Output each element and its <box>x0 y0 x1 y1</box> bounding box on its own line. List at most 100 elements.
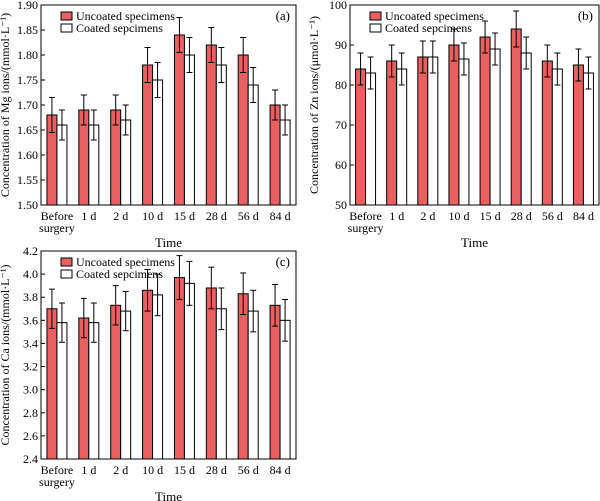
chart-panel-1: 1.50 1.55 1.60 1.65 1.70 1.75 1.80 1.85 1.90 Befo… <box>0 0 297 250</box>
legend-label-uncoated: Uncoated specimens <box>76 255 175 269</box>
x-tick-label: 2 d <box>420 209 435 223</box>
bar-coated-6 <box>520 52 532 206</box>
bar-coated-6 <box>215 64 227 206</box>
x-tick-label: Before surgery <box>348 209 384 235</box>
x-tick-label: 2 d <box>113 209 128 223</box>
bar-uncoated-8 <box>269 304 281 460</box>
plot-frame <box>349 4 600 206</box>
y-tick-label: 1.80 <box>17 48 38 62</box>
x-tick-label: 10 d <box>142 209 163 223</box>
y-tick-label: 90 <box>335 38 347 52</box>
bar-uncoated-5 <box>173 277 185 460</box>
bar-coated-5 <box>183 54 195 206</box>
bar-uncoated-2 <box>78 317 90 460</box>
y-tick-label: 1.75 <box>17 73 38 87</box>
x-tick-label: Before surgery <box>39 209 75 235</box>
legend-label-coated: Coated sepcimens <box>76 21 163 35</box>
legend-swatch-coated <box>60 269 73 279</box>
x-tick-label: Before surgery <box>39 463 75 489</box>
x-tick-label: 28 d <box>511 209 532 223</box>
x-tick-label: 1 d <box>81 209 96 223</box>
y-tick-label: 3.4 <box>23 336 38 350</box>
legend-label-uncoated: Uncoated specimens <box>385 9 484 23</box>
bar-coated-5 <box>183 282 195 460</box>
plot-frame <box>40 250 297 460</box>
y-tick-label: 1.60 <box>17 148 38 162</box>
bar-coated-2 <box>88 322 100 460</box>
x-tick-label: 1 d <box>81 463 96 477</box>
y-tick-label: 1.65 <box>17 123 38 137</box>
y-tick-label: 80 <box>335 78 347 92</box>
x-tick-label: 15 d <box>174 463 195 477</box>
x-tick-label: 28 d <box>206 209 227 223</box>
bar-coated-3 <box>427 56 439 206</box>
x-tick-label: 15 d <box>480 209 501 223</box>
bar-coated-7 <box>551 68 563 206</box>
x-tick-label: 56 d <box>542 209 563 223</box>
x-tick-label: 15 d <box>174 209 195 223</box>
bar-uncoated-3 <box>110 304 122 460</box>
bar-uncoated-8 <box>572 64 584 206</box>
bar-uncoated-5 <box>173 34 185 206</box>
bar-uncoated-4 <box>448 44 460 206</box>
legend-label-coated: Coated sepcimens <box>76 267 163 281</box>
legend-label-coated: Coated sepcimens <box>385 21 472 35</box>
y-tick-label: 50 <box>335 198 347 212</box>
x-tick-label: 2 d <box>113 463 128 477</box>
chart-panel-2: 50 60 70 80 90 100 Before surgery 1 d 2 d 10 d 15 d… <box>307 0 600 250</box>
panel-label: (c) <box>276 254 290 269</box>
bar-coated-6 <box>215 308 227 460</box>
y-tick-label: 1.70 <box>17 98 38 112</box>
x-tick-label: 84 d <box>270 463 291 477</box>
bar-coated-4 <box>458 58 470 206</box>
panel-label: (a) <box>276 8 290 23</box>
bar-uncoated-7 <box>541 60 553 206</box>
bar-uncoated-1 <box>355 68 367 206</box>
x-tick-label: 56 d <box>238 463 259 477</box>
x-tick-label: 56 d <box>238 209 259 223</box>
bar-uncoated-4 <box>142 64 154 206</box>
bar-coated-7 <box>247 310 259 460</box>
y-tick-label: 2.6 <box>23 429 38 443</box>
bar-uncoated-6 <box>205 44 217 206</box>
y-tick-label: 3.0 <box>23 383 38 397</box>
bar-uncoated-1 <box>46 308 58 460</box>
x-tick-label: 1 d <box>389 209 404 223</box>
x-axis-label: Time <box>155 235 182 250</box>
y-tick-label: 3.2 <box>23 360 38 374</box>
x-tick-label: 84 d <box>573 209 594 223</box>
y-tick-label: 100 <box>329 0 347 12</box>
chart-panel-3: 2.4 2.6 2.8 3.0 3.2 3.4 3.6 3.8 4.0 4.2 Before surg… <box>0 244 297 501</box>
legend-label-uncoated: Uncoated specimens <box>76 9 175 23</box>
y-tick-label: 70 <box>335 118 347 132</box>
legend-swatch-uncoated <box>369 11 382 21</box>
y-axis-label: Concentration of Zn ions/(μmol·L⁻¹) <box>307 16 321 194</box>
y-tick-label: 4.2 <box>23 244 38 258</box>
bar-coated-1 <box>365 72 377 206</box>
bar-uncoated-7 <box>237 293 249 460</box>
x-axis-label: Time <box>461 235 488 250</box>
x-tick-label: 10 d <box>142 463 163 477</box>
y-tick-label: 3.6 <box>23 313 38 327</box>
bar-uncoated-2 <box>386 60 398 206</box>
x-tick-label: 10 d <box>448 209 469 223</box>
x-tick-label: 28 d <box>206 463 227 477</box>
y-axis-label: Concentration of Mg ions/(mmol·L⁻¹) <box>0 13 12 197</box>
panel-label: (b) <box>578 8 593 23</box>
x-tick-label: 84 d <box>270 209 291 223</box>
y-tick-label: 60 <box>335 158 347 172</box>
y-tick-label: 2.8 <box>23 406 38 420</box>
bar-uncoated-6 <box>205 287 217 460</box>
bar-uncoated-5 <box>479 36 491 206</box>
legend-swatch-uncoated <box>60 11 73 21</box>
bar-coated-8 <box>582 72 594 206</box>
legend-swatch-coated <box>369 23 382 33</box>
x-axis-label: Time <box>155 489 182 501</box>
y-tick-label: 2.4 <box>23 452 38 466</box>
y-tick-label: 1.85 <box>17 23 38 37</box>
bar-coated-1 <box>56 322 68 460</box>
legend-swatch-uncoated <box>60 257 73 267</box>
y-tick-label: 1.90 <box>17 0 38 12</box>
bar-uncoated-3 <box>417 56 429 206</box>
